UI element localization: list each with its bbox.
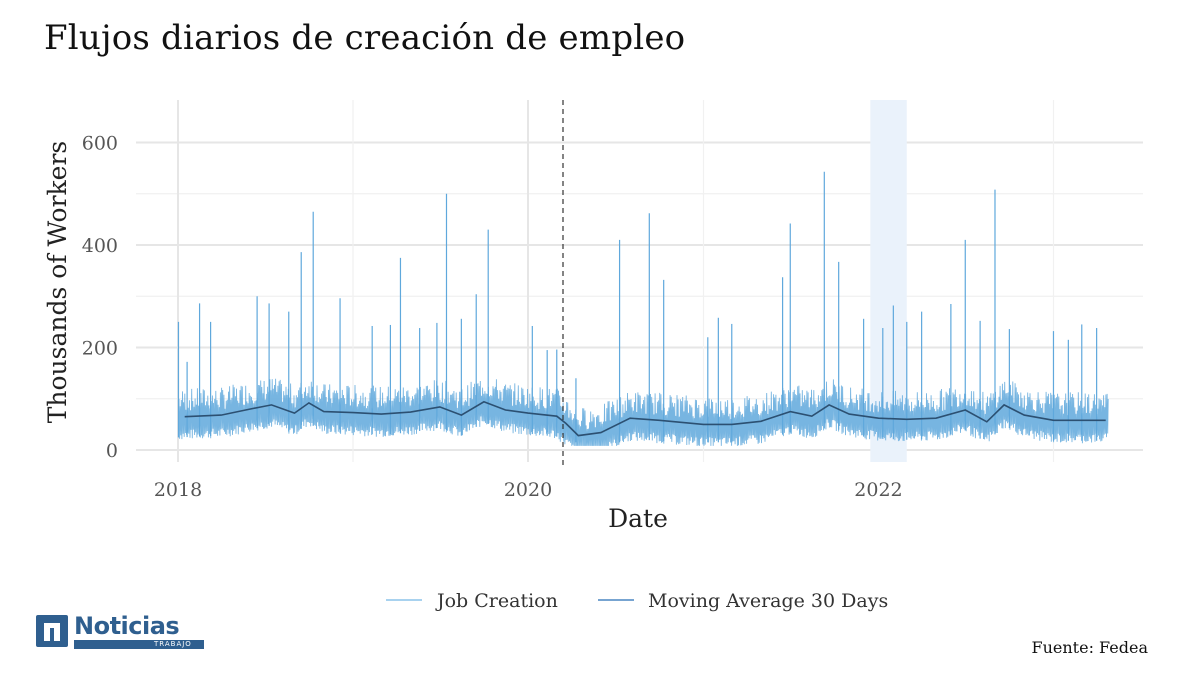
- legend-label: Moving Average 30 Days: [648, 590, 888, 612]
- noticias-trabajo-logo: Noticias TRABAJO: [36, 612, 204, 650]
- logo-wordmark: Noticias: [74, 612, 180, 640]
- logo-bar: [74, 640, 204, 649]
- x-tick-label: 2018: [154, 479, 202, 501]
- legend-label: Job Creation: [435, 590, 558, 612]
- y-tick-label: 200: [82, 338, 118, 360]
- series-moving-average: [184, 400, 1106, 437]
- y-tick-label: 0: [106, 440, 118, 462]
- logo-subtitle: TRABAJO: [154, 640, 192, 648]
- series-job-creation: [177, 171, 1109, 446]
- x-axis-title: Date: [608, 504, 668, 533]
- x-tick-label: 2022: [854, 479, 902, 501]
- y-tick-labels: 0 200 400 600: [82, 133, 118, 463]
- job-creation-line: [178, 378, 1109, 446]
- chart-title: Flujos diarios de creación de empleo: [44, 18, 686, 58]
- y-tick-label: 600: [82, 133, 118, 155]
- source-note: Fuente: Fedea: [1031, 638, 1149, 657]
- legend: Job Creation Moving Average 30 Days: [386, 590, 888, 612]
- x-tick-labels: 2018 2020 2022: [154, 479, 903, 501]
- x-tick-label: 2020: [504, 479, 552, 501]
- shaded-period: [870, 100, 907, 462]
- y-axis-title: Thousands of Workers: [43, 141, 72, 424]
- shaded-region: [870, 100, 907, 462]
- moving-average-line: [184, 400, 1106, 437]
- logo-icon: [36, 615, 68, 647]
- y-tick-label: 400: [82, 235, 118, 257]
